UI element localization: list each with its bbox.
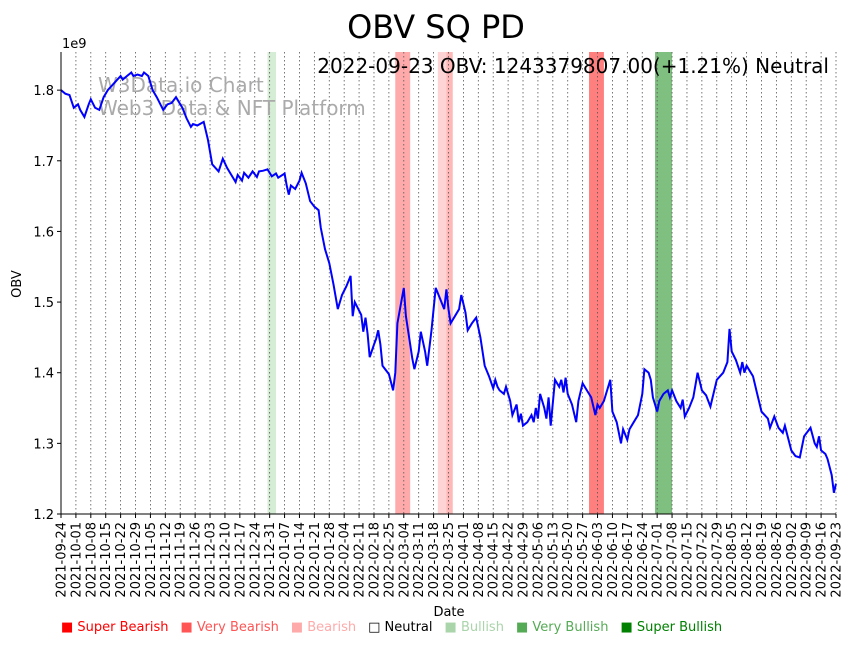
legend-item-bullish: ■ Bullish <box>445 620 504 636</box>
x-tick-label: 2022-03-18 <box>427 522 442 598</box>
x-tick-label: 2021-12-17 <box>233 522 248 598</box>
x-tick-label: 2022-04-08 <box>472 522 487 598</box>
x-tick-label: 2022-04-01 <box>457 522 472 598</box>
x-tick-label: 2022-04-29 <box>517 522 532 598</box>
x-tick-label: 2021-11-05 <box>144 522 159 598</box>
legend-item-bearish: ■ Bearish <box>291 620 356 636</box>
x-tick-label: 2022-03-11 <box>412 522 427 598</box>
x-tick-label: 2021-10-29 <box>129 522 144 598</box>
x-tick-label: 2021-10-01 <box>69 522 84 598</box>
x-tick-label: 2022-06-03 <box>591 522 606 598</box>
y-tick-label: 1.3 <box>33 437 54 452</box>
x-tick-label: 2022-08-05 <box>725 522 740 598</box>
x-tick-label: 2021-11-19 <box>174 522 189 598</box>
legend-item-super-bearish: ■ Super Bearish <box>61 620 169 636</box>
x-tick-label: 2022-09-16 <box>815 522 830 598</box>
x-tick-label: 2021-09-24 <box>55 522 70 598</box>
y-tick-label: 1.6 <box>33 225 54 240</box>
x-axis-label: Date <box>433 605 464 620</box>
x-tick-label: 2022-05-27 <box>576 522 591 598</box>
x-tick-label: 2022-06-17 <box>621 522 636 598</box>
signal-band-super-bearish <box>589 52 604 514</box>
legend-label: Bearish <box>307 620 357 635</box>
x-tick-label: 2022-01-07 <box>278 522 293 598</box>
legend-item-very-bullish: ■ Very Bullish <box>516 620 608 636</box>
x-tick-label: 2021-12-31 <box>263 522 278 598</box>
legend-swatch-icon: ■ <box>290 620 308 635</box>
legend-swatch-icon: ■ <box>61 620 78 635</box>
x-tick-label: 2022-07-22 <box>695 522 710 598</box>
x-tick-label: 2021-12-24 <box>248 522 263 598</box>
x-tick-label: 2021-11-12 <box>159 522 174 598</box>
x-tick-label: 2022-02-25 <box>382 522 397 598</box>
y-tick-label: 1.8 <box>33 84 54 99</box>
x-tick-label: 2022-01-21 <box>308 522 323 598</box>
x-tick-label: 2022-05-13 <box>546 522 561 598</box>
legend-item-very-bearish: ■ Very Bearish <box>181 620 279 636</box>
y-axis-label: OBV <box>10 270 25 298</box>
x-tick-label: 2021-10-15 <box>99 522 114 598</box>
watermark-line-2: Web3 Data & NFT Platform <box>98 96 366 120</box>
obv-annotation: 2022-09-23 OBV: 1243379807.00(+1.21%) Ne… <box>317 54 829 78</box>
x-tick-label: 2022-09-02 <box>785 522 800 598</box>
x-tick-label: 2022-08-26 <box>770 522 785 598</box>
legend-label: Bullish <box>460 620 504 635</box>
signal-band-very-bearish <box>446 52 453 514</box>
legend-swatch-icon: ■ <box>515 620 533 635</box>
x-tick-label: 2022-09-23 <box>830 522 845 598</box>
signal-band-bullish <box>267 52 277 514</box>
x-tick-label: 2022-07-29 <box>710 522 725 598</box>
x-tick-label: 2022-01-14 <box>293 522 308 598</box>
x-tick-label: 2021-10-22 <box>114 522 129 598</box>
watermark-line-1: W3Data.io Chart <box>98 73 264 97</box>
x-tick-label: 2022-08-19 <box>755 522 770 598</box>
legend-swatch-icon: □ <box>368 620 385 635</box>
x-tick-label: 2022-08-12 <box>740 522 755 598</box>
legend-swatch-icon: ■ <box>620 620 637 635</box>
legend-swatch-icon: ■ <box>444 620 461 635</box>
x-tick-label: 2022-07-08 <box>666 522 681 598</box>
x-tick-label: 2022-02-04 <box>338 522 353 598</box>
legend-label: Very Bullish <box>532 620 609 635</box>
legend-swatch-icon: ■ <box>180 620 197 635</box>
x-tick-label: 2022-04-15 <box>487 522 502 598</box>
chart-title: OBV SQ PD <box>347 8 525 46</box>
y-multiplier: 1e9 <box>62 37 87 52</box>
legend: ■ Super Bearish ■ Very Bearish ■ Bearish □ … <box>61 620 722 636</box>
x-tick-label: 2021-12-10 <box>218 522 233 598</box>
legend-label: Super Bearish <box>77 620 169 635</box>
x-tick-label: 2022-01-28 <box>323 522 338 598</box>
signal-band-very-bearish <box>395 52 411 514</box>
y-tick-label: 1.7 <box>33 155 54 170</box>
obv-line <box>60 70 837 494</box>
x-tick-label: 2022-02-18 <box>367 522 382 598</box>
x-tick-label: 2022-06-24 <box>636 522 651 598</box>
x-tick-label: 2022-09-09 <box>800 522 815 598</box>
x-tick-label: 2022-07-01 <box>651 522 666 598</box>
legend-label: Neutral <box>384 620 433 635</box>
y-tick-label: 1.5 <box>33 296 54 311</box>
legend-label: Super Bullish <box>636 620 723 635</box>
x-tick-label: 2022-02-11 <box>353 522 368 598</box>
y-tick-label: 1.2 <box>33 508 54 523</box>
signal-band-very-bullish <box>655 52 673 514</box>
x-tick-label: 2022-07-15 <box>680 522 695 598</box>
x-tick-label: 2022-03-04 <box>397 522 412 598</box>
x-tick-label: 2021-12-03 <box>204 522 219 598</box>
legend-item-neutral: □ Neutral <box>368 620 432 636</box>
legend-item-super-bullish: ■ Super Bullish <box>620 620 722 636</box>
signal-band-bearish <box>437 52 447 514</box>
x-tick-label: 2022-03-25 <box>442 522 457 598</box>
x-tick-label: 2021-10-08 <box>84 522 99 598</box>
y-tick-label: 1.4 <box>33 367 54 382</box>
legend-label: Very Bearish <box>196 620 279 635</box>
x-tick-label: 2022-06-10 <box>606 522 621 598</box>
x-tick-label: 2021-11-26 <box>189 522 204 598</box>
x-tick-label: 2022-05-06 <box>531 522 546 598</box>
x-tick-label: 2022-04-22 <box>502 522 517 598</box>
x-tick-label: 2022-05-20 <box>561 522 576 598</box>
